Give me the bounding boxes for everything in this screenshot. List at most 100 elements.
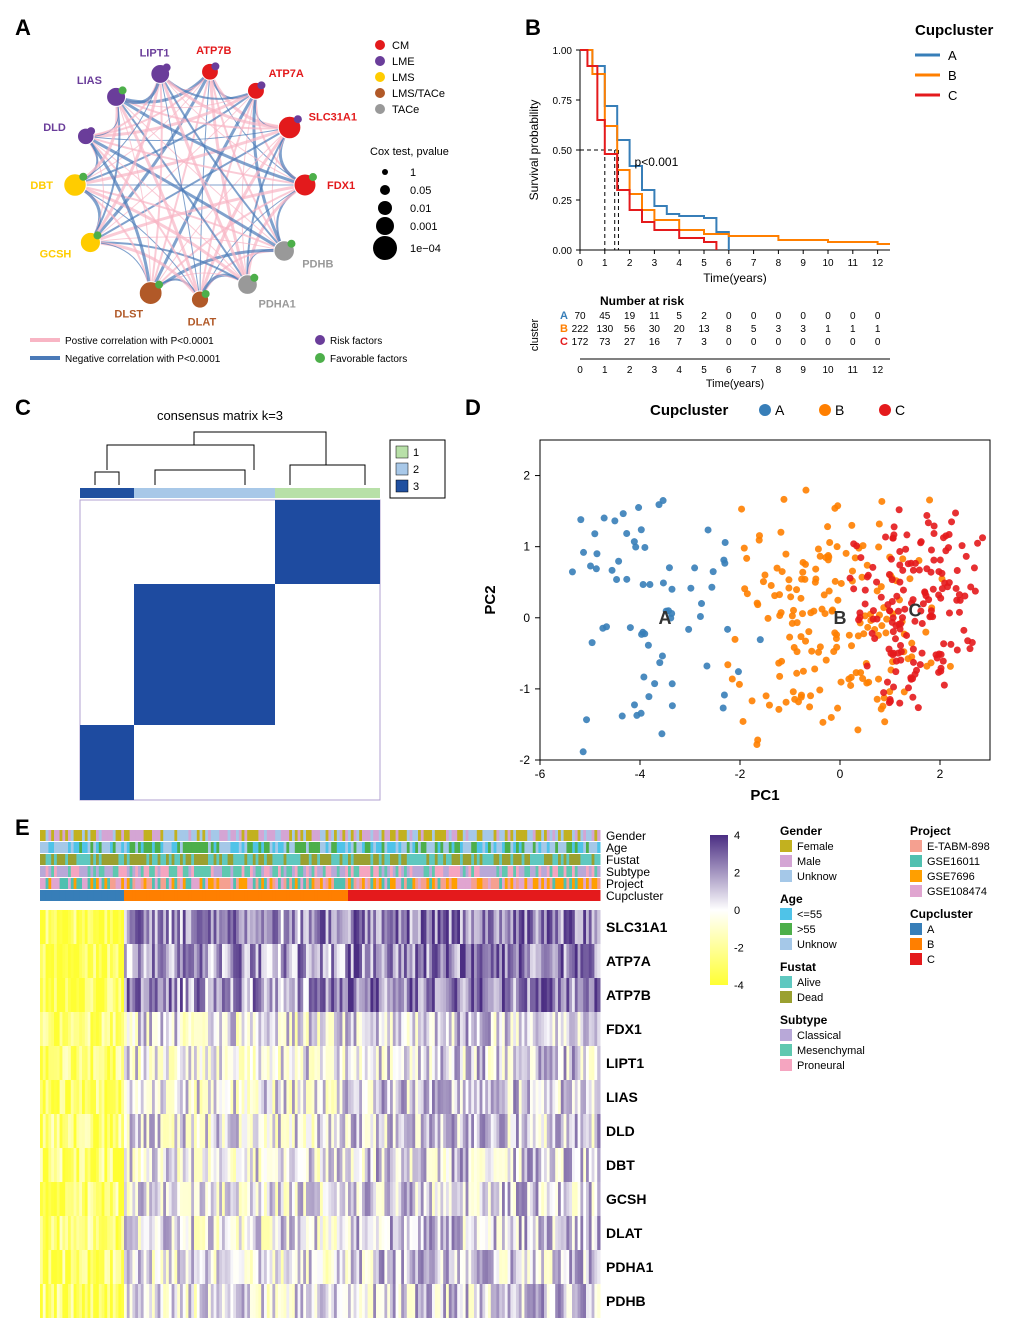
svg-text:C: C — [560, 336, 568, 348]
svg-text:5: 5 — [701, 365, 707, 376]
svg-text:DLD: DLD — [43, 122, 66, 134]
svg-text:8: 8 — [776, 258, 782, 269]
svg-text:1.00: 1.00 — [553, 46, 573, 57]
svg-text:Favorable factors: Favorable factors — [330, 354, 407, 365]
svg-text:C: C — [909, 601, 922, 621]
survival-svg: CupclusterABC0.000.250.500.751.000123456… — [520, 10, 1020, 390]
svg-text:0: 0 — [523, 611, 530, 625]
panel-e-heatmap: E GenderAgeFustatSubtypeProjectCupcluste… — [10, 810, 1020, 1320]
svg-text:0: 0 — [800, 337, 806, 348]
svg-text:Male: Male — [797, 856, 821, 868]
svg-text:Female: Female — [797, 841, 834, 853]
svg-text:5: 5 — [751, 324, 757, 335]
svg-text:cluster: cluster — [529, 318, 541, 351]
svg-text:-2: -2 — [735, 767, 746, 781]
svg-text:A: A — [948, 48, 957, 63]
svg-text:1: 1 — [875, 324, 881, 335]
svg-text:SLC31A1: SLC31A1 — [606, 919, 668, 935]
svg-text:PC1: PC1 — [750, 787, 779, 804]
svg-text:ATP7A: ATP7A — [606, 953, 651, 969]
svg-text:LIPT1: LIPT1 — [140, 48, 170, 60]
svg-text:LMS: LMS — [392, 72, 415, 84]
svg-text:Fustat: Fustat — [780, 960, 816, 974]
svg-text:C: C — [895, 402, 905, 418]
network-svg: ATP7BATP7ASLC31A1FDX1PDHBPDHA1DLATDLSTGC… — [10, 10, 520, 390]
svg-text:7: 7 — [751, 258, 757, 269]
svg-text:0: 0 — [776, 311, 782, 322]
svg-text:11: 11 — [848, 258, 859, 269]
svg-text:1: 1 — [850, 324, 856, 335]
svg-text:LMS/TACe: LMS/TACe — [392, 88, 445, 100]
svg-text:Cupcluster: Cupcluster — [650, 402, 729, 419]
svg-text:11: 11 — [649, 311, 660, 322]
svg-text:Gender: Gender — [780, 824, 822, 838]
multi-panel-figure: A ATP7BATP7ASLC31A1FDX1PDHBPDHA1DLATDLST… — [0, 0, 1020, 1330]
svg-text:3: 3 — [701, 337, 707, 348]
svg-text:FDX1: FDX1 — [327, 180, 355, 192]
svg-text:C: C — [948, 88, 957, 103]
svg-text:45: 45 — [599, 311, 611, 322]
svg-text:222: 222 — [572, 324, 589, 335]
svg-text:LIAS: LIAS — [77, 75, 102, 87]
svg-text:1: 1 — [413, 447, 419, 459]
svg-text:11: 11 — [848, 365, 859, 376]
svg-text:1: 1 — [825, 324, 831, 335]
pca-svg: CupclusterABC-6-4-202-2-1012PC1PC2ABC — [460, 390, 1020, 810]
panel-c-label: C — [15, 395, 31, 421]
svg-text:0: 0 — [800, 311, 806, 322]
svg-text:Alive: Alive — [797, 977, 821, 989]
panel-a-label: A — [15, 15, 31, 41]
svg-text:Number at risk: Number at risk — [600, 294, 684, 308]
svg-text:19: 19 — [624, 311, 636, 322]
svg-text:Cupcluster: Cupcluster — [915, 22, 994, 39]
svg-text:GSE108474: GSE108474 — [927, 886, 987, 898]
panel-a-network: A ATP7BATP7ASLC31A1FDX1PDHBPDHA1DLATDLST… — [10, 10, 520, 390]
svg-text:10: 10 — [822, 365, 834, 376]
svg-text:PC2: PC2 — [482, 585, 499, 614]
svg-text:0.00: 0.00 — [553, 246, 573, 257]
svg-text:12: 12 — [872, 258, 884, 269]
svg-text:Subtype: Subtype — [780, 1013, 828, 1027]
svg-text:SLC31A1: SLC31A1 — [309, 112, 357, 124]
svg-text:2: 2 — [627, 365, 633, 376]
svg-text:-4: -4 — [734, 980, 744, 992]
svg-text:Cupcluster: Cupcluster — [606, 889, 663, 903]
svg-text:PDHB: PDHB — [302, 259, 333, 271]
svg-text:PDHA1: PDHA1 — [606, 1259, 654, 1275]
svg-text:0: 0 — [577, 258, 583, 269]
svg-text:5: 5 — [701, 258, 707, 269]
svg-text:0.05: 0.05 — [410, 185, 431, 197]
svg-text:172: 172 — [572, 337, 589, 348]
svg-text:CM: CM — [392, 40, 409, 52]
svg-text:TACe: TACe — [392, 104, 419, 116]
svg-text:3: 3 — [800, 324, 806, 335]
svg-text:9: 9 — [800, 365, 806, 376]
svg-text:0: 0 — [850, 311, 856, 322]
svg-text:A: A — [927, 924, 935, 936]
svg-text:0.75: 0.75 — [553, 96, 573, 107]
svg-text:6: 6 — [726, 365, 732, 376]
svg-text:-2: -2 — [519, 753, 530, 767]
svg-text:0: 0 — [875, 311, 881, 322]
svg-text:1: 1 — [602, 258, 608, 269]
svg-text:GSE7696: GSE7696 — [927, 871, 975, 883]
svg-text:B: B — [560, 323, 568, 335]
svg-text:0.25: 0.25 — [553, 196, 573, 207]
svg-text:3: 3 — [652, 258, 658, 269]
svg-text:LIAS: LIAS — [606, 1089, 638, 1105]
svg-text:LIPT1: LIPT1 — [606, 1055, 644, 1071]
svg-text:2: 2 — [734, 868, 740, 880]
svg-text:0: 0 — [577, 365, 583, 376]
consensus-svg: consensus matrix k=3123 — [10, 390, 460, 810]
svg-text:Unknow: Unknow — [797, 871, 837, 883]
svg-text:0.50: 0.50 — [553, 146, 573, 157]
svg-text:-1: -1 — [519, 682, 530, 696]
svg-text:0: 0 — [825, 311, 831, 322]
svg-text:Mesenchymal: Mesenchymal — [797, 1045, 865, 1057]
svg-text:Dead: Dead — [797, 992, 823, 1004]
svg-text:0.001: 0.001 — [410, 221, 438, 233]
svg-text:2: 2 — [413, 464, 419, 476]
svg-text:20: 20 — [674, 324, 686, 335]
svg-text:0.01: 0.01 — [410, 203, 431, 215]
svg-text:DLAT: DLAT — [188, 316, 217, 328]
